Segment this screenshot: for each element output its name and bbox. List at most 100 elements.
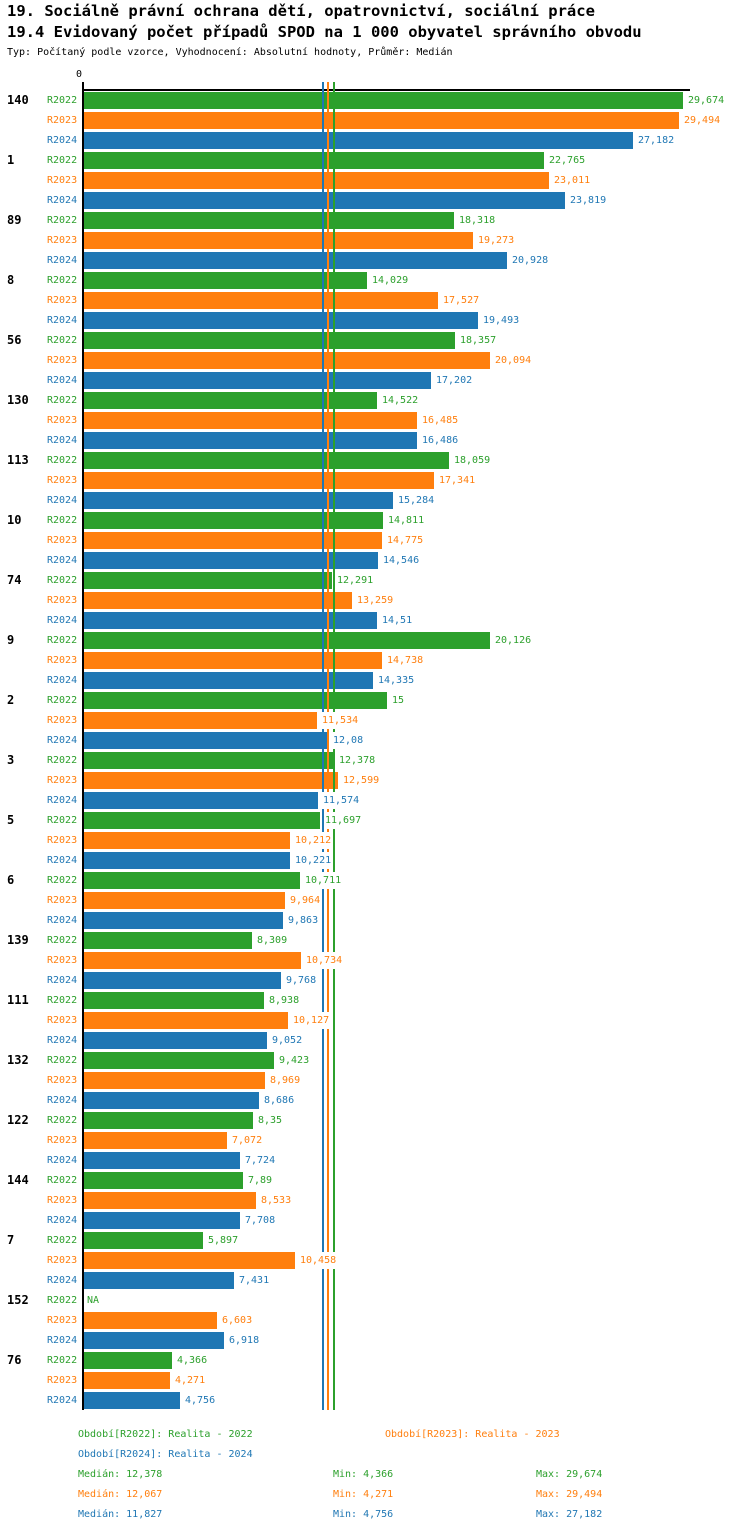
bar-r2024 [84,612,377,629]
bar-r2023 [84,652,382,669]
bar-r2022 [84,272,367,289]
bar-r2023 [84,1372,170,1389]
group-category-label: 89 [7,213,22,227]
bar-value-label: 7,724 [244,1152,277,1169]
series-row-label-r2022: R2022 [47,335,78,346]
series-row-label-r2024: R2024 [47,915,78,926]
bar-value-label: 10,734 [305,952,344,969]
median-line-r2024 [321,82,324,1410]
bar-r2022 [84,332,455,349]
series-row-label-r2023: R2023 [47,595,78,606]
group-category-label: 122 [7,1113,29,1127]
series-row-label-r2024: R2024 [47,1395,78,1406]
series-row-label-r2023: R2023 [47,295,78,306]
bar-r2023 [84,532,382,549]
bar-value-label: 18,318 [458,212,497,229]
bar-r2022 [84,1352,172,1369]
group-category-label: 10 [7,513,22,527]
bar-r2022 [84,632,490,649]
bar-r2024 [84,192,565,209]
series-row-label-r2023: R2023 [47,535,78,546]
bar-value-label: 7,431 [238,1272,271,1289]
stat-median-r2023: Medián: 12,067 [78,1489,163,1500]
series-row-label-r2022: R2022 [47,1235,78,1246]
series-row-label-r2022: R2022 [47,1175,78,1186]
bar-r2024 [84,972,281,989]
group-category-label: 8 [7,273,15,287]
bar-value-label: 11,534 [321,712,360,729]
series-row-label-r2022: R2022 [47,695,78,706]
bar-r2022 [84,692,387,709]
legend-item-r2024: Období[R2024]: Realita - 2024 [78,1449,253,1460]
bar-value-label: 20,094 [494,352,533,369]
bar-r2022 [84,872,300,889]
series-row-label-r2023: R2023 [47,955,78,966]
bar-value-label: 22,765 [548,152,587,169]
bar-r2023 [84,712,317,729]
stat-min-r2024: Min: 4,756 [333,1509,394,1520]
series-row-label-r2024: R2024 [47,735,78,746]
group-category-label: 56 [7,333,22,347]
series-row-label-r2022: R2022 [47,275,78,286]
bar-value-label: 16,485 [421,412,460,429]
bar-value-label: 8,309 [256,932,289,949]
bar-value-label: 8,686 [263,1092,296,1109]
bar-value-label: 17,527 [442,292,481,309]
bar-r2023 [84,1012,288,1029]
bar-value-label: 6,918 [228,1332,261,1349]
bar-r2024 [84,792,318,809]
bar-value-label: 14,811 [387,512,426,529]
series-row-label-r2023: R2023 [47,1375,78,1386]
bar-value-label: 14,51 [381,612,414,629]
bar-r2024 [84,432,417,449]
bar-r2023 [84,1132,227,1149]
bar-r2022 [84,572,332,589]
series-row-label-r2023: R2023 [47,1135,78,1146]
bar-value-label: 10,221 [294,852,333,869]
x-axis-origin-label: 0 [76,69,83,80]
series-row-label-r2022: R2022 [47,755,78,766]
series-row-label-r2022: R2022 [47,935,78,946]
series-row-label-r2024: R2024 [47,1155,78,1166]
stat-min-r2023: Min: 4,271 [333,1489,394,1500]
series-row-label-r2024: R2024 [47,375,78,386]
series-row-label-r2024: R2024 [47,615,78,626]
group-category-label: 152 [7,1293,29,1307]
stat-max-r2023: Max: 29,494 [536,1489,603,1500]
bar-r2022 [84,392,377,409]
bar-r2023 [84,832,290,849]
bar-value-label: 4,756 [184,1392,217,1409]
bar-value-label: 10,212 [294,832,333,849]
group-category-label: 140 [7,93,29,107]
series-row-label-r2022: R2022 [47,995,78,1006]
series-row-label-r2023: R2023 [47,895,78,906]
bar-r2022 [84,992,264,1009]
series-row-label-r2023: R2023 [47,115,78,126]
stat-max-r2024: Max: 27,182 [536,1509,603,1520]
bar-r2024 [84,1332,224,1349]
bar-r2023 [84,1192,256,1209]
legend-item-r2023: Období[R2023]: Realita - 2023 [385,1429,560,1440]
bar-r2023 [84,172,549,189]
bar-value-label: 7,072 [231,1132,264,1149]
series-row-label-r2023: R2023 [47,835,78,846]
bar-value-label: 10,127 [292,1012,331,1029]
group-category-label: 139 [7,933,29,947]
series-row-label-r2023: R2023 [47,355,78,366]
series-row-label-r2022: R2022 [47,1295,78,1306]
bar-value-label: 9,768 [285,972,318,989]
bar-value-label: 19,273 [477,232,516,249]
bar-r2023 [84,772,338,789]
bar-r2024 [84,1152,240,1169]
bar-r2024 [84,132,633,149]
bar-value-label: 12,599 [342,772,381,789]
bar-r2024 [84,552,378,569]
bar-value-label: 14,522 [381,392,420,409]
bar-r2022 [84,812,320,829]
series-row-label-r2024: R2024 [47,1035,78,1046]
bar-value-label: 20,126 [494,632,533,649]
series-row-label-r2024: R2024 [47,1335,78,1346]
bar-r2024 [84,912,283,929]
group-category-label: 9 [7,633,15,647]
series-row-label-r2023: R2023 [47,475,78,486]
